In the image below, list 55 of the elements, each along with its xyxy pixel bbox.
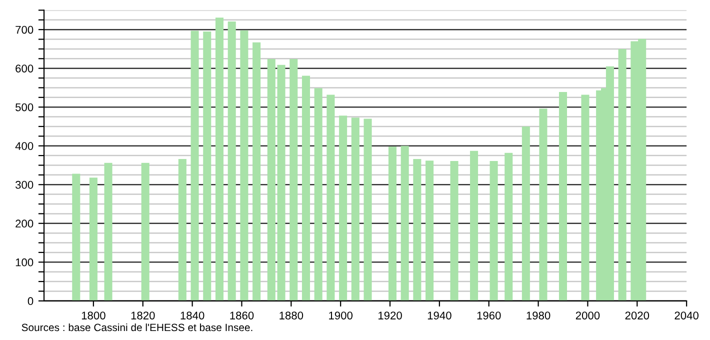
- bar: [326, 94, 335, 301]
- y-tick-label: 700: [16, 26, 34, 34]
- y-tick-label: 600: [16, 64, 34, 72]
- bar: [141, 162, 150, 301]
- bar: [618, 48, 626, 301]
- x-tick-label: 1920: [378, 312, 402, 320]
- bar: [522, 126, 530, 301]
- source-note: Sources : base Cassini de l'EHESS et base Insee.: [22, 323, 252, 332]
- bar: [190, 30, 199, 301]
- bar: [228, 21, 236, 301]
- bar: [290, 59, 298, 301]
- x-tick-label: 2000: [576, 312, 600, 320]
- bar: [504, 152, 513, 301]
- x-tick-label: 1960: [477, 312, 501, 320]
- bar: [203, 32, 212, 301]
- bar: [89, 178, 98, 301]
- bar: [400, 146, 409, 301]
- y-tick-label: 500: [16, 103, 34, 112]
- y-tick-label: 0: [28, 297, 34, 306]
- bar: [302, 76, 310, 301]
- y-tick-label: 400: [15, 142, 34, 150]
- x-tick-label: 1880: [280, 312, 304, 320]
- bar: [252, 42, 261, 301]
- y-tick-label: 200: [16, 220, 34, 228]
- bar: [470, 150, 478, 301]
- bar: [364, 118, 372, 301]
- x-tick-label: 1900: [329, 312, 353, 320]
- bar: [450, 160, 458, 301]
- bar: [351, 118, 360, 301]
- bar: [388, 146, 396, 301]
- x-tick-label: 1940: [428, 312, 452, 320]
- x-tick-label: 2040: [674, 312, 698, 320]
- bar: [72, 174, 80, 301]
- bar: [490, 160, 498, 301]
- bar: [426, 160, 434, 301]
- bar: [267, 59, 276, 301]
- bar: [581, 94, 590, 301]
- x-tick-label: 1800: [82, 312, 106, 320]
- bar: [178, 159, 186, 301]
- x-tick-label: 1980: [526, 312, 550, 320]
- bar: [104, 162, 112, 301]
- bar: [215, 18, 224, 301]
- bar: [558, 92, 568, 301]
- x-tick-label: 2020: [625, 312, 650, 320]
- y-tick-label: 100: [16, 258, 34, 266]
- x-tick-label: 1820: [131, 312, 155, 320]
- x-tick-label: 1840: [180, 312, 204, 320]
- bar: [277, 64, 286, 301]
- bar: [413, 159, 422, 301]
- bar: [314, 88, 322, 301]
- bar: [339, 116, 348, 301]
- y-tick-label: 300: [15, 180, 34, 189]
- x-tick-label: 1860: [230, 312, 254, 320]
- bar: [240, 30, 248, 301]
- bar: [539, 108, 548, 301]
